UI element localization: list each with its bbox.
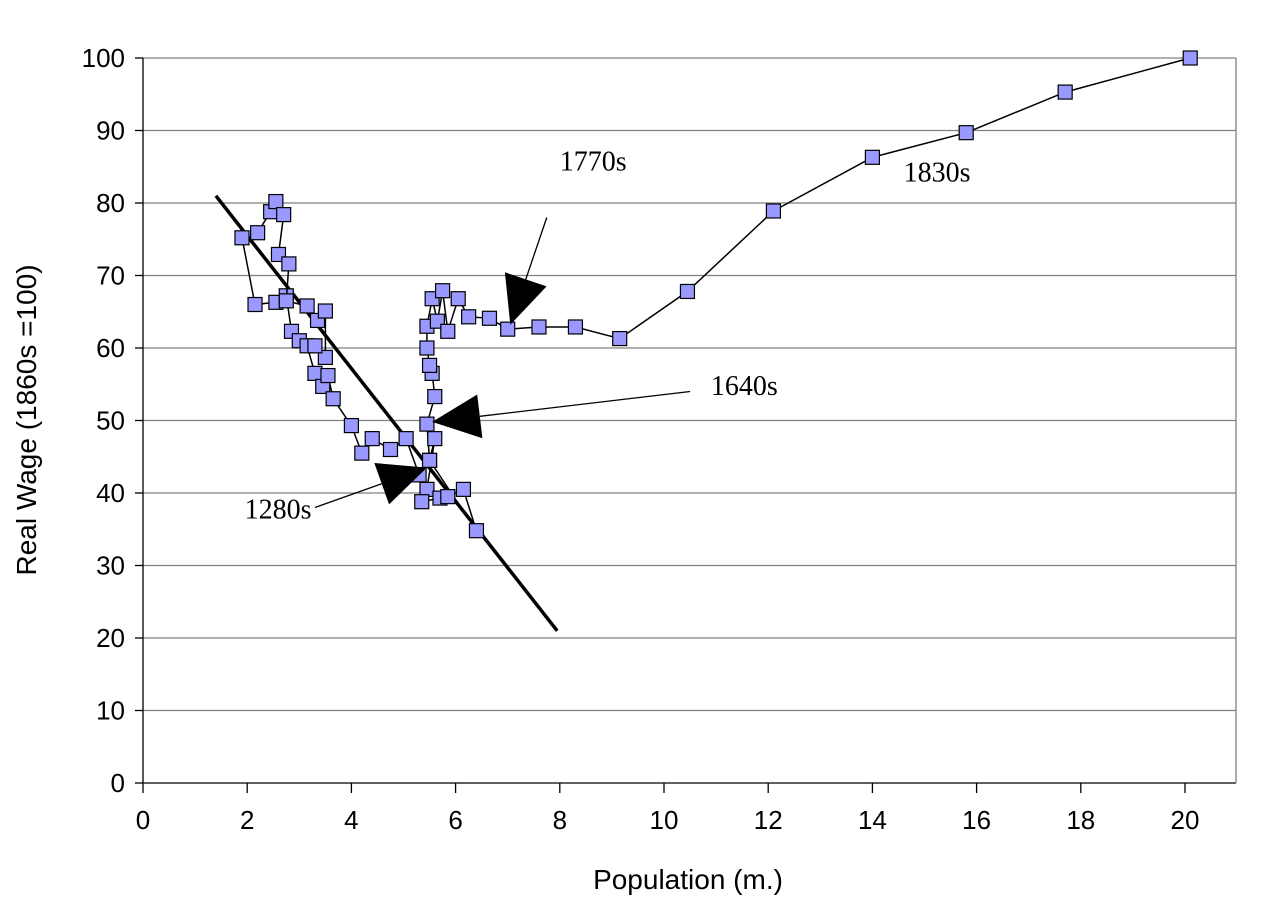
data-point-marker bbox=[250, 225, 266, 241]
data-point-marker bbox=[414, 494, 430, 510]
data-point-marker bbox=[427, 388, 443, 405]
data-point-marker bbox=[278, 293, 294, 309]
y-tick-label: 70 bbox=[96, 261, 125, 291]
data-point-marker bbox=[531, 319, 547, 335]
x-tick-label: 6 bbox=[448, 805, 462, 835]
y-tick-label: 60 bbox=[96, 333, 125, 363]
y-tick-label: 30 bbox=[96, 551, 125, 581]
annotation-arrow-line bbox=[525, 217, 548, 280]
annotations: 1770s 1830s 1640s 1280s bbox=[245, 146, 971, 525]
data-point-marker bbox=[440, 489, 456, 505]
x-tick-label: 10 bbox=[650, 805, 679, 835]
data-point-marker bbox=[317, 303, 333, 319]
data-point-marker bbox=[354, 445, 370, 461]
data-point-marker bbox=[317, 349, 333, 366]
data-point-marker bbox=[325, 391, 341, 407]
data-point-marker bbox=[343, 417, 359, 434]
annotation-arrow-head bbox=[504, 272, 547, 325]
axes bbox=[135, 57, 1237, 793]
series-layer bbox=[234, 50, 1198, 539]
data-point-marker bbox=[500, 321, 516, 337]
y-tick-label: 0 bbox=[111, 768, 125, 798]
y-tick-label: 20 bbox=[96, 623, 125, 653]
series-line bbox=[241, 57, 1191, 532]
data-point-marker bbox=[307, 338, 323, 354]
data-point-marker bbox=[958, 125, 974, 141]
tick-labels: 0 10 20 30 40 50 60 70 80 90 100 0 2 4 6 8 10 12 14 16 18 20 bbox=[82, 43, 1200, 835]
data-point-marker bbox=[455, 481, 472, 497]
data-point-marker bbox=[419, 340, 435, 356]
y-tick-label: 90 bbox=[96, 116, 125, 146]
data-point-marker bbox=[1057, 84, 1073, 100]
data-point-marker bbox=[450, 291, 466, 307]
y-axis-title: Real Wage (1860s =100) bbox=[11, 264, 42, 575]
annotation-arrow-head bbox=[432, 394, 483, 439]
data-point-marker bbox=[320, 367, 336, 384]
data-point-marker bbox=[864, 149, 881, 165]
data-point-marker bbox=[427, 431, 443, 447]
data-point-marker bbox=[268, 193, 284, 210]
x-tick-label: 2 bbox=[240, 805, 254, 835]
gridlines bbox=[143, 57, 1236, 712]
x-tick-label: 20 bbox=[1171, 805, 1200, 835]
annotation-arrow-line bbox=[314, 483, 382, 509]
trend-line-layer bbox=[214, 194, 559, 632]
data-point-marker bbox=[434, 283, 451, 299]
data-point-marker bbox=[421, 357, 438, 373]
annotation-label: 1770s bbox=[560, 146, 627, 177]
x-tick-label: 14 bbox=[858, 805, 887, 835]
data-point-marker bbox=[612, 330, 628, 347]
data-point-marker bbox=[567, 319, 584, 335]
data-point-marker bbox=[468, 523, 485, 539]
annotation-arrow-head bbox=[374, 463, 427, 505]
data-point-marker bbox=[382, 441, 399, 458]
x-tick-label: 16 bbox=[962, 805, 991, 835]
data-point-marker bbox=[398, 431, 414, 447]
annotation-arrow-line bbox=[479, 390, 691, 417]
y-tick-label: 100 bbox=[82, 43, 125, 73]
x-tick-label: 18 bbox=[1066, 805, 1095, 835]
data-point-marker bbox=[234, 230, 250, 246]
data-point-marker bbox=[276, 207, 292, 223]
x-tick-label: 8 bbox=[553, 805, 567, 835]
data-point-marker bbox=[421, 452, 438, 468]
y-tick-label: 10 bbox=[96, 696, 125, 726]
y-tick-label: 80 bbox=[96, 188, 125, 218]
data-point-marker bbox=[1182, 50, 1198, 66]
data-point-marker bbox=[247, 296, 263, 313]
annotation-label: 1640s bbox=[711, 371, 778, 402]
annotation-label: 1280s bbox=[245, 494, 312, 525]
trend-line bbox=[214, 194, 559, 632]
data-point-marker bbox=[307, 365, 323, 381]
x-tick-label: 0 bbox=[136, 805, 150, 835]
data-point-marker bbox=[440, 323, 456, 339]
data-point-marker bbox=[364, 431, 380, 447]
data-point-marker bbox=[299, 298, 315, 314]
y-tick-label: 40 bbox=[96, 478, 125, 508]
x-axis-title: Population (m.) bbox=[593, 864, 783, 895]
data-point-marker bbox=[419, 416, 435, 432]
data-point-marker bbox=[679, 283, 696, 300]
data-point-marker bbox=[481, 310, 498, 326]
x-tick-label: 12 bbox=[754, 805, 783, 835]
annotation-label: 1830s bbox=[904, 157, 971, 188]
x-tick-label: 4 bbox=[344, 805, 358, 835]
y-tick-label: 50 bbox=[96, 406, 125, 436]
data-point-marker bbox=[765, 203, 782, 219]
data-point-marker bbox=[281, 256, 297, 272]
data-point-marker bbox=[461, 309, 477, 325]
